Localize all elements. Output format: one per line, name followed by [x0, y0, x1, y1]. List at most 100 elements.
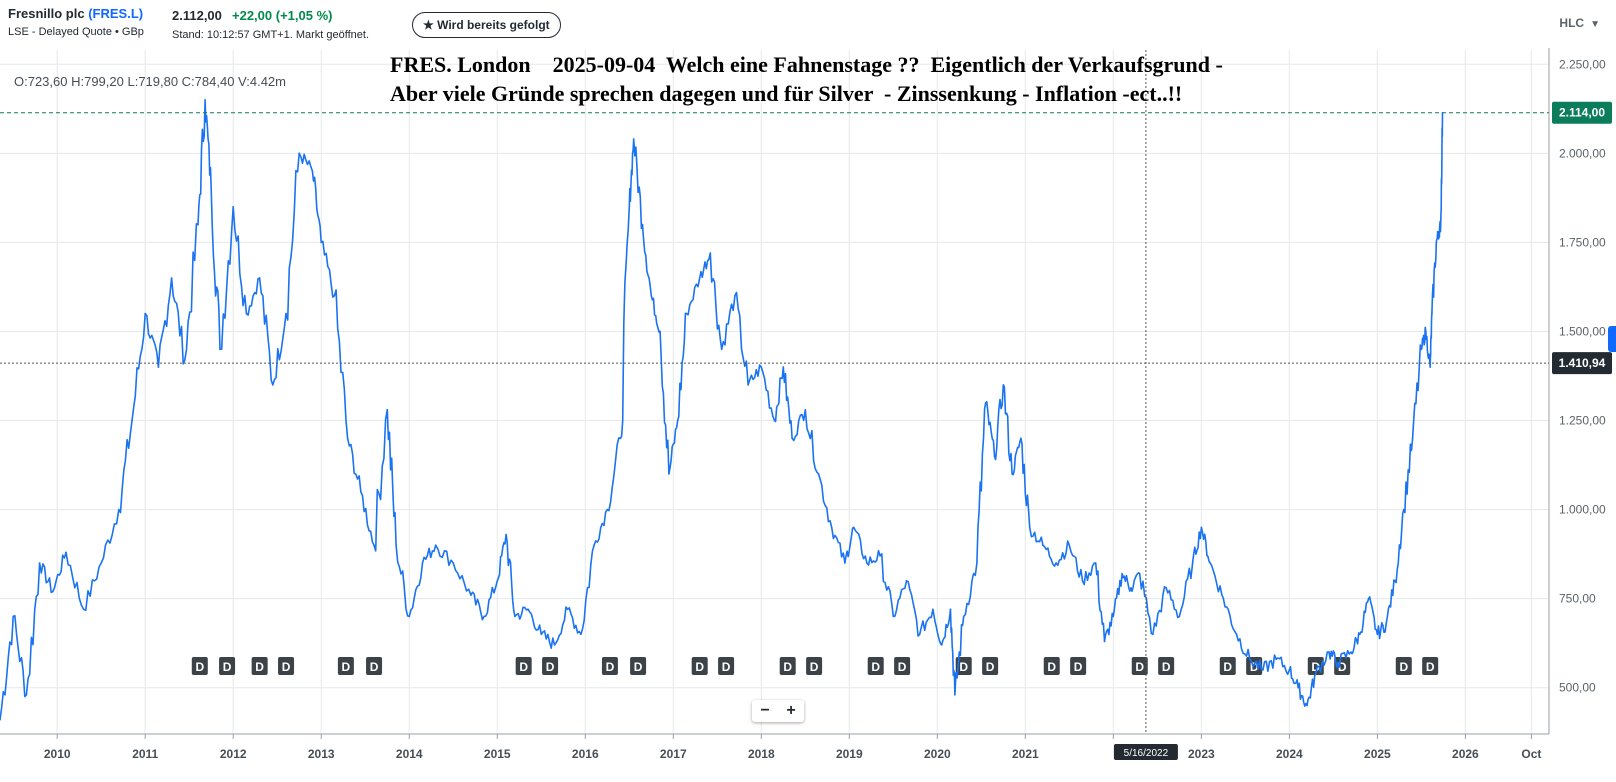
price-chart[interactable]: 500,00 750,00 1.000,00 1.250,00 1.500,00 1.75… [0, 48, 1616, 782]
price-point [1420, 348, 1423, 351]
price-point [1130, 587, 1132, 589]
price-point [1367, 597, 1370, 600]
x-tick-label: 2013 [308, 747, 335, 761]
price-point [1262, 669, 1264, 671]
dividend-marker-label: D [898, 660, 907, 674]
dividend-marker-label: D [1162, 660, 1171, 674]
dividend-marker [718, 657, 735, 675]
dividend-marker [1334, 657, 1351, 675]
price-point [285, 312, 287, 315]
price-point [650, 295, 653, 297]
dividend-marker-label: D [722, 660, 731, 674]
y-tick-label: 1.500,00 [1559, 324, 1606, 338]
price-point [0, 719, 1, 721]
chevron-down-icon: ▼ [1590, 19, 1600, 30]
dividend-marker-label: D [1426, 660, 1435, 674]
price-point [1068, 544, 1071, 546]
dividend-marker-label: D [634, 660, 643, 674]
price-point [1288, 669, 1291, 671]
price-point [932, 608, 934, 611]
price-point [333, 295, 336, 297]
price-point [566, 608, 569, 611]
price-point [38, 562, 41, 564]
dividend-marker [806, 657, 823, 675]
price-point [184, 359, 186, 361]
price-point [804, 409, 807, 411]
dividend-marker-label: D [1135, 660, 1144, 674]
price-change-abs: +22,00 [232, 8, 273, 23]
price-point [976, 562, 978, 564]
dividend-marker [1070, 657, 1087, 675]
price-point [606, 508, 609, 511]
price-point [1011, 473, 1013, 475]
price-point [685, 312, 688, 315]
y-tick-label: 2.000,00 [1559, 146, 1606, 160]
chart-overlays: 2.114,00 1.410,94 5/16/2022 [0, 50, 1612, 760]
dividend-marker-label: D [986, 660, 995, 674]
dividend-marker [1158, 657, 1175, 675]
price-point [1394, 580, 1396, 582]
price-point [1297, 686, 1299, 689]
dividend-marker [691, 657, 708, 675]
price-point [817, 473, 820, 475]
chart-annotation: FRES. London 2025-09-04 Welch eine Fahne… [390, 50, 1223, 108]
x-tick-label: 2012 [220, 747, 247, 761]
price-point [118, 508, 120, 511]
price-point [791, 437, 793, 440]
price-point [65, 551, 67, 554]
side-panel-toggle[interactable] [1608, 326, 1616, 352]
y-tick-label: 1.750,00 [1559, 235, 1606, 249]
x-tick-label: 2024 [1276, 747, 1303, 761]
ticker-link[interactable]: (FRES.L) [88, 6, 144, 21]
price-point [1081, 580, 1084, 582]
dividend-marker [219, 657, 236, 675]
price-point [1235, 633, 1238, 636]
chart-type-selector[interactable]: HLC ▼ [1559, 16, 1600, 30]
price-point [1103, 640, 1106, 643]
price-point [1165, 587, 1167, 589]
price-point [1249, 658, 1251, 660]
dividend-marker [1043, 657, 1060, 675]
price-point [1002, 384, 1005, 386]
price-point [1315, 672, 1317, 675]
dividend-marker-label: D [255, 660, 264, 674]
y-tick-label: 750,00 [1559, 592, 1596, 606]
price-point [320, 241, 323, 244]
price-point [866, 562, 868, 564]
dividend-marker-label: D [695, 660, 704, 674]
price-point [747, 384, 749, 386]
price-point [1178, 615, 1181, 618]
price-point [709, 252, 712, 254]
price-point [773, 419, 776, 422]
price-point [676, 419, 679, 422]
dividend-marker [982, 657, 999, 675]
dividend-marker [630, 657, 647, 675]
zoom-out-button[interactable]: − [760, 702, 770, 719]
price-point [1020, 437, 1022, 440]
price-point [949, 608, 952, 611]
price-point [1435, 241, 1438, 244]
price-series [0, 99, 1444, 721]
dividend-marker [542, 657, 559, 675]
price-point [668, 473, 670, 475]
price-point [1121, 572, 1123, 575]
dividend-marker-label: D [810, 660, 819, 674]
follow-button[interactable]: ★ Wird bereits gefolgt [412, 12, 561, 38]
price-point [1359, 633, 1361, 636]
dividend-marker-label: D [519, 660, 528, 674]
price-point [593, 544, 595, 546]
price-point [170, 277, 173, 279]
price-point [258, 277, 261, 279]
price-point [395, 544, 397, 546]
x-tick-label: 2020 [924, 747, 951, 761]
zoom-in-button[interactable]: + [786, 702, 796, 719]
price-point [580, 633, 582, 636]
dividend-marker [867, 657, 884, 675]
dividend-marker [191, 657, 208, 675]
price-point [1439, 223, 1442, 226]
price-point [760, 366, 763, 368]
quote-header: Fresnillo plc (FRES.L) LSE - Delayed Quo… [0, 0, 1616, 48]
price-point [298, 152, 301, 155]
x-tick-label: 2016 [572, 747, 599, 761]
